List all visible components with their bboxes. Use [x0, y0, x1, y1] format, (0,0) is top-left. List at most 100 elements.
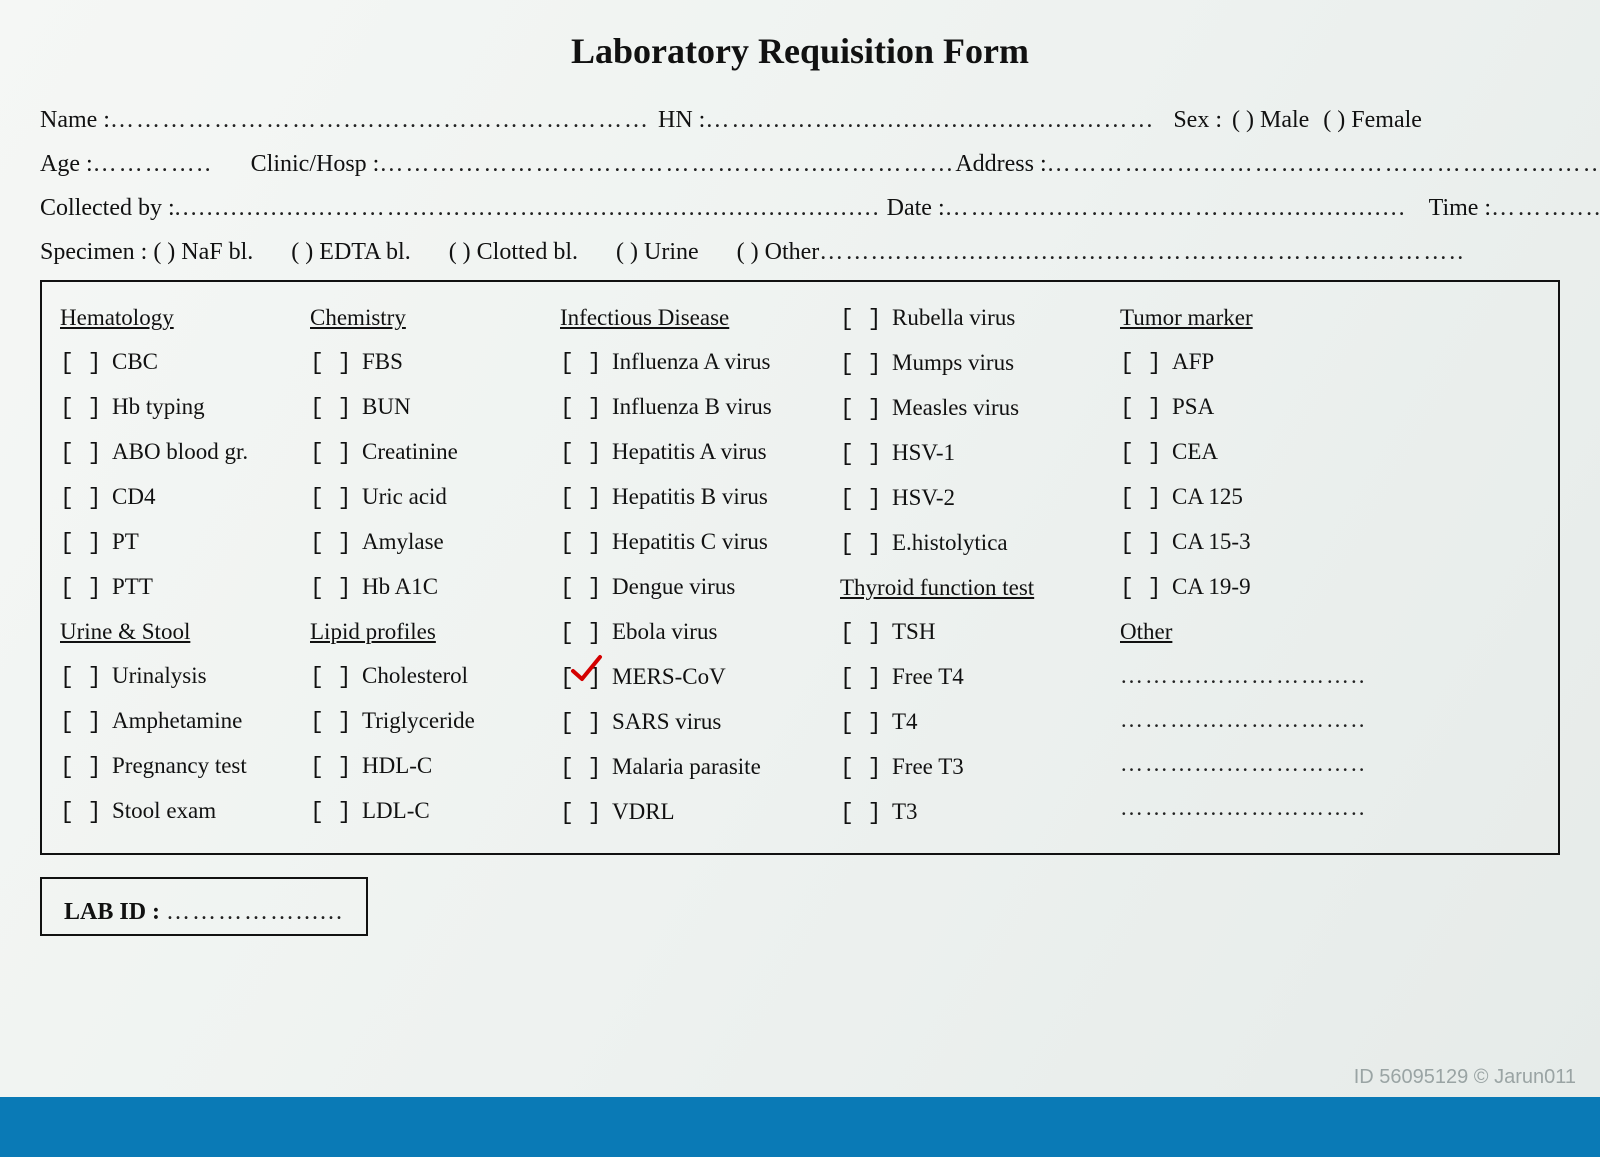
age-field[interactable]: ………….. — [93, 142, 213, 186]
collected-field[interactable]: ....................………...…....…........… — [175, 186, 881, 230]
test-item: [ ]Hepatitis B virus — [560, 475, 840, 520]
checkbox[interactable]: [ ] — [1120, 386, 1172, 430]
specimen-naf[interactable]: ( ) NaF bl. — [153, 230, 253, 274]
time-label: Time : — [1429, 186, 1491, 230]
checkbox[interactable]: [ ] — [60, 431, 112, 475]
checkbox[interactable]: [ ] — [310, 790, 362, 834]
test-label: LDL-C — [362, 789, 430, 833]
test-label: TSH — [892, 610, 935, 654]
specimen-other-field[interactable]: ……....…......................…………..……………… — [819, 230, 1465, 274]
checkbox[interactable]: [ ] — [1120, 341, 1172, 385]
other-blank-line[interactable]: ………....…………….. — [1120, 698, 1367, 742]
test-item: [ ]AFP — [1120, 340, 1367, 385]
test-label: Influenza A virus — [612, 340, 770, 384]
checkbox[interactable]: [ ] — [840, 387, 892, 431]
checkbox[interactable]: [ ] — [840, 791, 892, 835]
other-blank-line[interactable]: ………....…………….. — [1120, 786, 1367, 830]
checkbox[interactable]: [ ] — [840, 297, 892, 341]
checkbox[interactable]: [ ] — [1120, 566, 1172, 610]
checkbox[interactable]: [ ] — [60, 790, 112, 834]
specimen-clotted[interactable]: ( ) Clotted bl. — [449, 230, 578, 274]
checkbox[interactable]: [ ] — [840, 432, 892, 476]
checkbox[interactable]: [ ] — [60, 700, 112, 744]
checkbox[interactable]: [ ] — [60, 655, 112, 699]
checkbox[interactable]: [ ] — [310, 566, 362, 610]
checkbox[interactable]: [ ] — [840, 477, 892, 521]
sex-female-option[interactable]: ( ) Female — [1323, 98, 1422, 142]
checkbox[interactable]: [ ] — [60, 745, 112, 789]
checkbox[interactable]: [ ] — [310, 341, 362, 385]
checkbox[interactable]: [ ] — [60, 341, 112, 385]
name-field[interactable]: ………………………....…..…...………………… — [110, 98, 650, 142]
checkbox[interactable]: [ ] — [60, 386, 112, 430]
checkbox[interactable]: [ ] — [560, 476, 612, 520]
checkbox[interactable]: [ ] — [560, 431, 612, 475]
other-blank-line[interactable]: ………....…………….. — [1120, 654, 1367, 698]
test-item: [ ]FBS — [310, 340, 560, 385]
checkbox[interactable]: [ ] — [310, 521, 362, 565]
checkbox[interactable]: [ ] — [1120, 476, 1172, 520]
test-label: CEA — [1172, 430, 1218, 474]
clinic-field[interactable]: …………………………………….……......………… — [379, 142, 955, 186]
checkbox[interactable]: [ ] — [840, 522, 892, 566]
test-label: Amphetamine — [112, 699, 242, 743]
tumor-header: Tumor marker — [1120, 296, 1367, 340]
checkbox[interactable]: [ ] — [840, 701, 892, 745]
age-label: Age : — [40, 142, 93, 186]
test-item: [ ]PSA — [1120, 385, 1367, 430]
test-label: CA 19-9 — [1172, 565, 1251, 609]
checkbox[interactable]: [ ] — [560, 341, 612, 385]
test-label: VDRL — [612, 790, 675, 834]
other-blank-line[interactable]: ………....…………….. — [1120, 742, 1367, 786]
checkbox[interactable]: [ ] — [310, 745, 362, 789]
specimen-other[interactable]: ( ) Other — [737, 230, 820, 274]
checkbox[interactable]: [ ] — [560, 701, 612, 745]
test-item: [ ]Amphetamine — [60, 699, 310, 744]
form-paper: Laboratory Requisition Form Name : ……………… — [0, 0, 1600, 1100]
checkbox[interactable]: [ ] — [560, 791, 612, 835]
sex-label: Sex : — [1173, 98, 1222, 142]
test-item: [ ]CBC — [60, 340, 310, 385]
test-item: [ ]Creatinine — [310, 430, 560, 475]
checkbox[interactable]: [ ] — [560, 386, 612, 430]
checkbox[interactable]: [ ] — [560, 521, 612, 565]
checkbox[interactable]: [ ] — [310, 655, 362, 699]
checkbox[interactable]: [ ] — [310, 476, 362, 520]
address-field[interactable]: ………………………………………………..…………....... — [1047, 142, 1600, 186]
collected-label: Collected by : — [40, 186, 175, 230]
checkbox[interactable]: [ ] — [310, 431, 362, 475]
checkbox[interactable]: [ ] — [840, 656, 892, 700]
test-item: [ ]VDRL — [560, 790, 840, 835]
checkbox[interactable]: [ ] — [560, 611, 612, 655]
test-item: [ ]Uric acid — [310, 475, 560, 520]
checkbox[interactable]: [ ] — [840, 611, 892, 655]
sex-male-option[interactable]: ( ) Male — [1232, 98, 1309, 142]
test-label: CA 15-3 — [1172, 520, 1251, 564]
test-item: [ ]PTT — [60, 565, 310, 610]
checkbox[interactable]: [ ] — [840, 746, 892, 790]
checkbox[interactable]: [ ] — [60, 476, 112, 520]
test-item: [ ]Free T3 — [840, 745, 1120, 790]
test-item: [ ]TSH — [840, 610, 1120, 655]
checkbox[interactable]: [ ] — [840, 342, 892, 386]
test-label: Free T4 — [892, 655, 964, 699]
checkbox[interactable]: [ ] — [560, 746, 612, 790]
test-item: [ ]Hb typing — [60, 385, 310, 430]
specimen-edta[interactable]: ( ) EDTA bl. — [291, 230, 410, 274]
checkbox-checked[interactable]: [ ] — [560, 656, 612, 700]
lab-id-field[interactable]: ……………...... — [166, 899, 344, 925]
checkbox[interactable]: [ ] — [310, 700, 362, 744]
date-field[interactable]: …………..………………….................... — [945, 186, 1407, 230]
checkbox[interactable]: [ ] — [310, 386, 362, 430]
test-item: [ ]Urinalysis — [60, 654, 310, 699]
test-item: [ ]CA 125 — [1120, 475, 1367, 520]
checkbox[interactable]: [ ] — [60, 521, 112, 565]
checkbox[interactable]: [ ] — [1120, 521, 1172, 565]
checkbox[interactable]: [ ] — [560, 566, 612, 610]
hn-field[interactable]: ……....….................................… — [705, 98, 1155, 142]
checkbox[interactable]: [ ] — [1120, 431, 1172, 475]
time-field[interactable]: ………..……..… — [1491, 186, 1600, 230]
specimen-urine[interactable]: ( ) Urine — [616, 230, 699, 274]
checkbox[interactable]: [ ] — [60, 566, 112, 610]
test-label: Free T3 — [892, 745, 964, 789]
